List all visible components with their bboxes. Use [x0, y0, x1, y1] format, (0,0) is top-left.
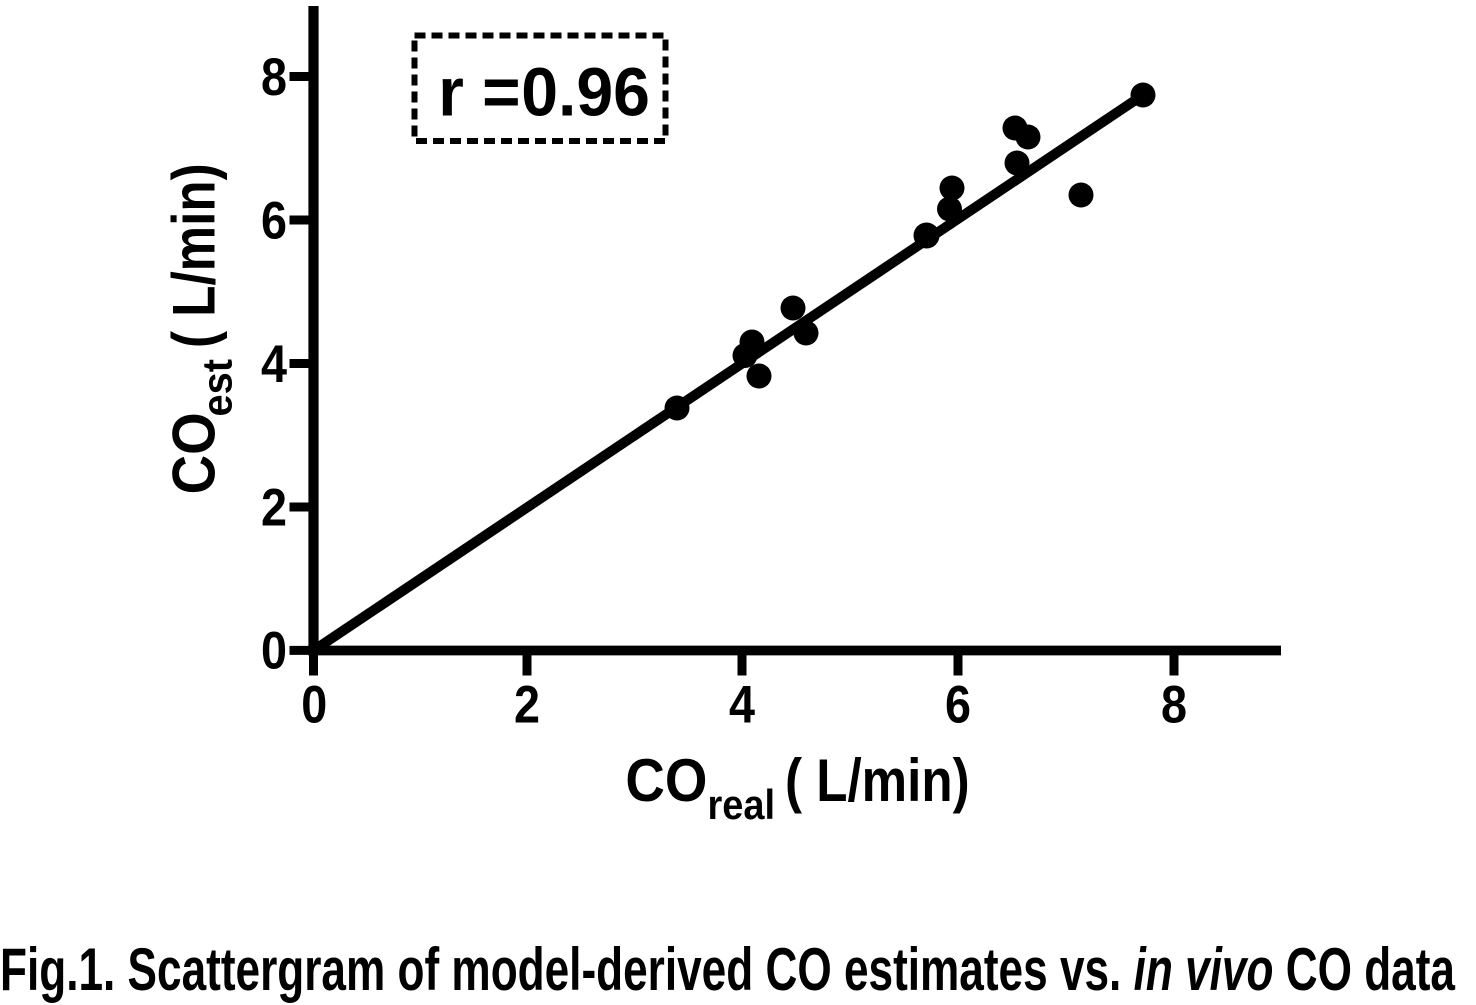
svg-text:6: 6 [261, 191, 287, 250]
svg-text:2: 2 [261, 478, 287, 537]
svg-text:0: 0 [301, 675, 327, 734]
svg-text:CO: CO [625, 747, 707, 814]
svg-text:real: real [708, 781, 776, 828]
svg-text:0.96: 0.96 [521, 54, 650, 131]
svg-text:est: est [194, 359, 241, 417]
svg-text:r =: r = [438, 54, 520, 131]
svg-text:CO: CO [161, 412, 228, 494]
svg-text:6: 6 [945, 675, 971, 734]
svg-text:8: 8 [1161, 675, 1187, 734]
svg-text:4: 4 [261, 335, 287, 394]
svg-text:Fig.1. Scattergram of model-de: Fig.1. Scattergram of model-derived CO e… [0, 936, 1455, 1003]
svg-text:4: 4 [729, 675, 755, 734]
svg-text:( L/min): ( L/min) [161, 163, 228, 348]
svg-text:( L/min): ( L/min) [785, 747, 970, 814]
svg-text:0: 0 [261, 622, 287, 681]
svg-text:2: 2 [514, 675, 540, 734]
svg-text:8: 8 [261, 48, 287, 107]
